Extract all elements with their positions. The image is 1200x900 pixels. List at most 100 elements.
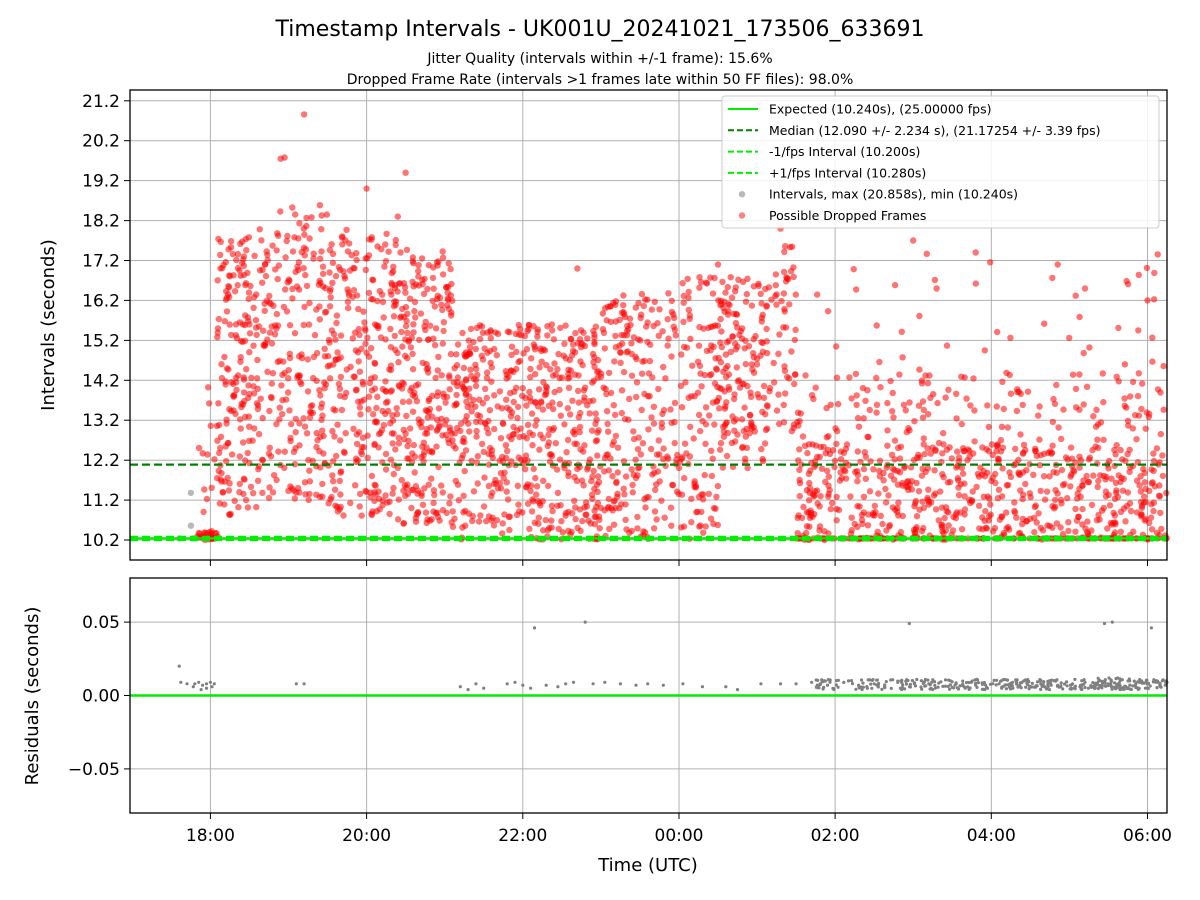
dropped-frame-point [1039,527,1047,534]
legend-label: -1/fps Interval (10.200s) [769,144,920,159]
residual-points [177,620,1169,692]
residual-point [1045,687,1049,691]
dropped-frame-point [270,302,277,309]
dropped-frame-point [227,238,235,245]
dropped-frame-point [316,316,323,323]
dropped-frame-point [770,359,777,367]
dropped-frame-point [536,446,543,453]
dropped-frame-point [214,334,221,341]
dropped-frame-point [915,488,923,495]
dropped-frame-point [577,358,584,365]
dropped-frame-point [911,418,918,425]
dropped-frame-point [230,272,237,279]
dropped-frame-point [586,456,594,463]
dropped-frame-point [1150,499,1158,506]
dropped-frame-point [573,477,581,484]
dropped-frame-point [494,403,501,410]
dropped-frame-point [702,421,710,428]
dropped-frame-point [482,385,489,392]
dropped-frame-point [807,467,814,474]
legend-marker [738,212,746,219]
dropped-frame-point [728,439,736,447]
dropped-frame-point [1134,392,1142,400]
dropped-frame-point [336,385,344,392]
dropped-frame-point [618,387,626,394]
dropped-frame-point [251,425,258,432]
dropped-frame-point [434,513,442,520]
dropped-frame-point [695,342,703,349]
dropped-frame-point [502,454,510,462]
dropped-frame-point [702,523,709,530]
dropped-frame-point [295,259,303,266]
dropped-frame-point [390,470,397,478]
residual-point [1055,684,1059,688]
dropped-frame-point [924,380,932,387]
dropped-frame-point [1049,503,1056,510]
dropped-frame-point [368,236,375,243]
dropped-frame-point [527,374,534,381]
dropped-frame-point [370,411,377,418]
dropped-frame-point [479,329,487,336]
dropped-frame-point [327,496,334,503]
dropped-frame-point [569,347,577,354]
residual-point [835,679,839,683]
dropped-frame-point [360,444,367,451]
residual-point [1148,684,1152,688]
dropped-frame-point [404,442,411,450]
dropped-frame-point [621,332,628,339]
dropped-frame-point [1141,493,1148,500]
dropped-frame-point [479,356,487,363]
dropped-frame-point [364,432,371,439]
dropped-frame-point [477,512,484,519]
dropped-frame-point [337,392,344,399]
dropped-frame-point [551,360,558,367]
dropped-frame-point [394,349,401,357]
dropped-frame-point [469,512,476,520]
dropped-frame-point [485,417,492,425]
dropped-frame-point [1100,504,1108,512]
dropped-frame-point [989,451,996,459]
dropped-frame-point [572,515,579,523]
dropped-frame-point [318,226,325,233]
dropped-frame-point [660,445,667,452]
dropped-frame-point [790,273,797,281]
dropped-frame-point [916,312,923,320]
dropped-frame-point [483,374,491,382]
dropped-frame-point [433,443,440,450]
dropped-frame-point [1140,499,1148,506]
dropped-frame-point [382,258,390,265]
dropped-frame-point [792,326,799,333]
dropped-frame-point [833,505,840,513]
residual-point [1083,685,1087,690]
dropped-frame-point [733,311,741,318]
dropped-frame-point [1031,529,1038,536]
dropped-frame-point [576,428,583,436]
dropped-frame-point [725,383,732,391]
dropped-frame-point [1149,334,1156,341]
dropped-frame-point [438,482,445,489]
dropped-frame-point [794,409,802,416]
dropped-frame-point [706,372,714,379]
dropped-frame-point [242,312,249,319]
residual-point [1047,688,1052,692]
dropped-frame-point [780,290,788,297]
residual-point [988,682,993,686]
dropped-frame-point [245,437,253,444]
dropped-frame-point [241,397,248,405]
dropped-frame-point [1124,450,1131,458]
dropped-frame-point [499,530,506,537]
dropped-frame-point [558,518,565,525]
dropped-frame-point [358,512,365,519]
dropped-frame-point [561,421,568,428]
dropped-frame-point [454,374,462,381]
dropped-frame-point [472,345,479,353]
dropped-frame-point [946,444,953,451]
dropped-frame-point [508,343,516,350]
dropped-frame-point [1046,473,1053,480]
dropped-frame-point [884,399,891,407]
dropped-frame-point [1142,425,1149,432]
residual-point [923,677,928,682]
dropped-frame-point [544,442,551,450]
residual-point [474,682,478,686]
dropped-frame-point [651,298,658,305]
